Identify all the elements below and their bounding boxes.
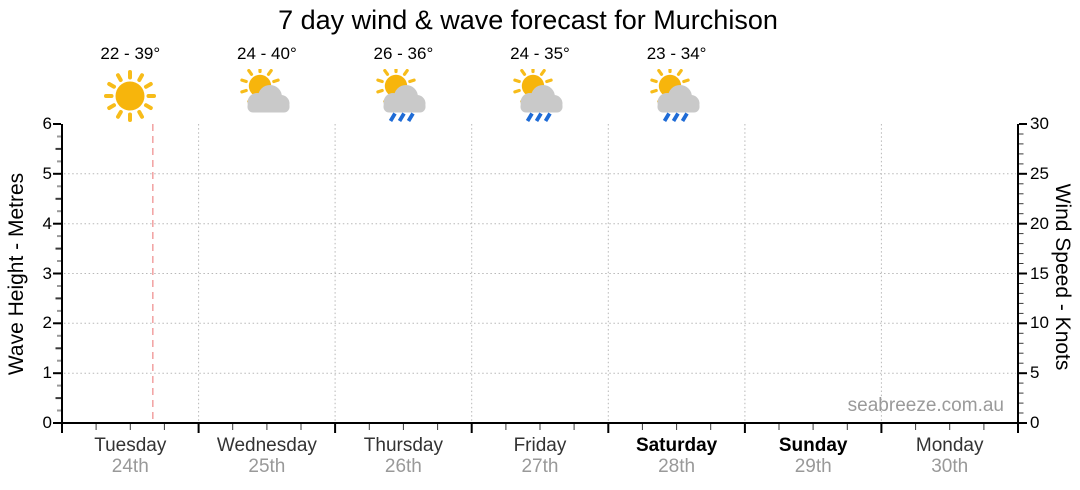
right-axis-tick-label: 30 [1030, 114, 1049, 133]
showers-icon [513, 69, 563, 122]
left-axis-tick-label: 5 [42, 163, 52, 183]
left-axis-tick-label: 3 [42, 263, 52, 283]
right-axis-tick-label: 5 [1030, 363, 1040, 383]
watermark-seabreeze: seabreeze.com.au [847, 395, 1004, 416]
left-axis-tick-label: 4 [42, 213, 52, 233]
partly-cloudy-icon [240, 69, 290, 113]
x-axis-day-label: Tuesday [94, 435, 167, 456]
left-axis-tick-label: 2 [42, 313, 52, 333]
x-axis-date-label: 28th [658, 456, 696, 477]
showers-icon [650, 69, 700, 122]
x-axis-day-label: Sunday [778, 435, 848, 456]
weather-icon-wrap [510, 69, 570, 125]
left-axis-tick-label: 0 [42, 413, 52, 432]
x-axis-date-label: 26th [384, 456, 422, 477]
x-axis-date-label: 30th [931, 456, 969, 477]
weather-icon-wrap [100, 69, 160, 125]
x-axis-date-label: 25th [248, 456, 286, 477]
x-axis-date-label: 27th [521, 456, 559, 477]
x-axis-day-label: Saturday [635, 435, 718, 456]
right-axis-tick-label: 10 [1030, 313, 1049, 333]
day-temperature-range: 24 - 40° [237, 44, 297, 63]
weather-icon-wrap [647, 69, 707, 125]
left-axis-tick-label: 6 [42, 114, 52, 133]
weather-icon-wrap [237, 69, 297, 125]
day-temperature-range: 26 - 36° [373, 44, 434, 63]
right-axis-tick-label: 0 [1030, 413, 1040, 432]
showers-icon [376, 69, 426, 122]
weather-icon-wrap [373, 69, 433, 125]
day-temperature-range: 22 - 39° [100, 44, 161, 63]
left-axis-tick-label: 1 [42, 363, 52, 383]
chart-title: 7 day wind & wave forecast for Murchison [278, 5, 778, 35]
x-axis-date-label: 24th [111, 456, 149, 477]
right-axis-tick-label: 15 [1030, 263, 1049, 283]
right-axis-tick-label: 20 [1030, 213, 1049, 233]
day-temperature-range: 24 - 35° [510, 44, 570, 63]
x-axis-date-label: 29th [794, 456, 832, 477]
sunny-icon [104, 70, 156, 122]
x-axis-day-label: Thursday [363, 435, 443, 456]
right-axis-tick-label: 25 [1030, 163, 1049, 183]
x-axis-day-label: Friday [513, 435, 567, 456]
x-axis-day-label: Wednesday [216, 435, 317, 456]
day-temperature-range: 23 - 34° [646, 44, 707, 63]
x-axis-day-label: Monday [915, 435, 984, 456]
